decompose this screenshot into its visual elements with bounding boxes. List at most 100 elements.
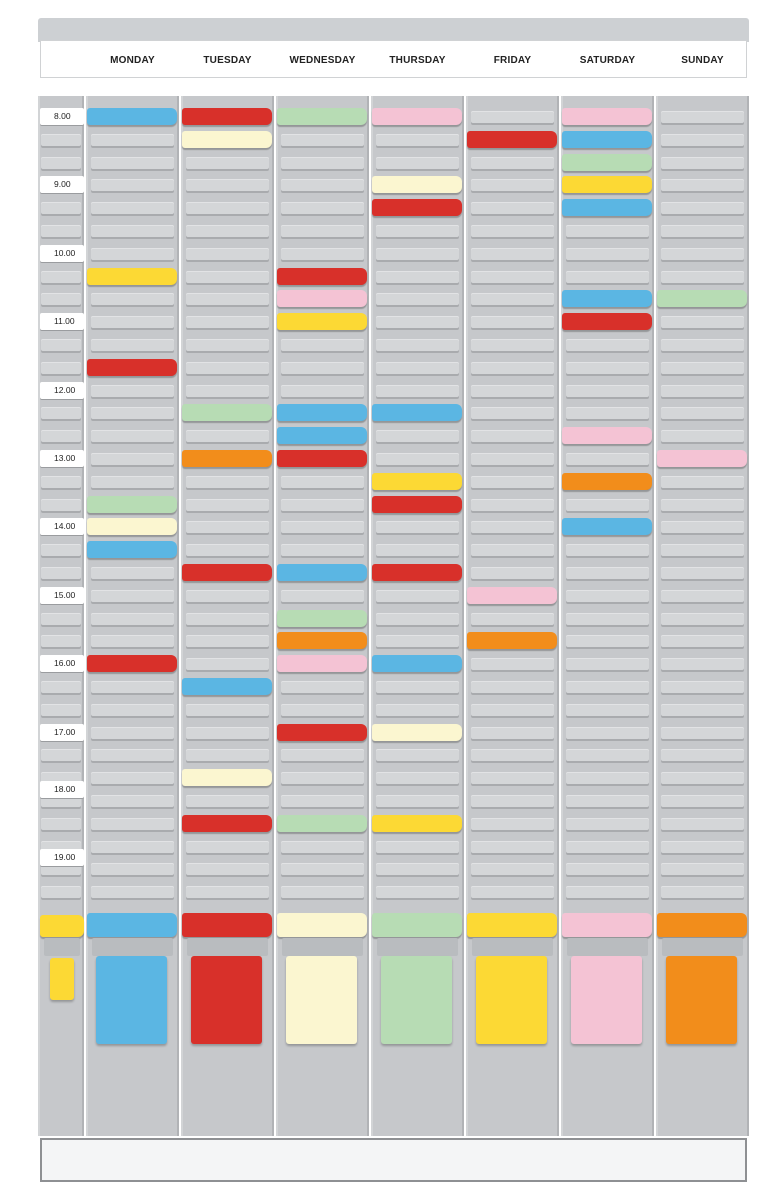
- day-label-saturday: SATURDAY: [579, 55, 636, 66]
- t-card-orange[interactable]: [562, 472, 652, 490]
- slot-row: [281, 225, 364, 237]
- slot-row: [376, 133, 459, 146]
- pocket-top-card-cream[interactable]: [277, 913, 367, 937]
- t-card-red[interactable]: [562, 313, 652, 331]
- t-card-green[interactable]: [87, 495, 177, 513]
- pocket-card-pink[interactable]: [571, 956, 642, 1044]
- t-card-pink[interactable]: [562, 108, 652, 125]
- side-pocket-top-card[interactable]: [40, 915, 84, 937]
- t-card-blue[interactable]: [87, 108, 177, 125]
- pocket-top-card-yellow[interactable]: [467, 913, 557, 937]
- pocket-top-card-blue[interactable]: [87, 913, 177, 937]
- t-card-cream[interactable]: [182, 130, 272, 148]
- t-card-blue[interactable]: [277, 564, 367, 581]
- pocket-cover: [472, 938, 553, 956]
- t-card-green[interactable]: [562, 153, 652, 171]
- slot-row: [471, 703, 554, 716]
- slot-row: [471, 202, 554, 215]
- t-card-pink[interactable]: [277, 655, 367, 673]
- t-card-blue[interactable]: [372, 404, 462, 422]
- slot-row: [661, 384, 744, 397]
- t-card-blue[interactable]: [277, 404, 367, 422]
- pocket-top-card-pink[interactable]: [562, 913, 652, 937]
- t-card-green[interactable]: [277, 108, 367, 125]
- slot-row: [376, 430, 459, 443]
- t-card-blue[interactable]: [182, 678, 272, 695]
- t-card-cream[interactable]: [372, 176, 462, 194]
- slot-row: [186, 384, 269, 397]
- t-card-green[interactable]: [657, 290, 747, 308]
- pocket-card-orange[interactable]: [666, 956, 737, 1044]
- t-card-yellow[interactable]: [277, 313, 367, 331]
- t-card-yellow[interactable]: [87, 267, 177, 285]
- t-card-pink[interactable]: [562, 427, 652, 445]
- t-card-red[interactable]: [87, 358, 177, 376]
- pocket-card-red[interactable]: [191, 956, 262, 1044]
- t-card-red[interactable]: [182, 108, 272, 125]
- t-card-pink[interactable]: [467, 586, 557, 604]
- t-card-red[interactable]: [277, 267, 367, 285]
- pocket-top-card-green[interactable]: [372, 913, 462, 937]
- t-card-green[interactable]: [182, 404, 272, 422]
- time-slot: [41, 635, 81, 648]
- pocket-cover: [662, 938, 743, 956]
- t-card-red[interactable]: [372, 199, 462, 217]
- t-card-blue[interactable]: [87, 541, 177, 559]
- slot-row: [91, 749, 174, 762]
- t-card-red[interactable]: [467, 130, 557, 148]
- t-card-red[interactable]: [372, 564, 462, 581]
- t-card-cream[interactable]: [182, 769, 272, 787]
- slot-row: [281, 521, 364, 534]
- pocket-card-cream[interactable]: [286, 956, 357, 1044]
- slot-row: [471, 339, 554, 351]
- slot-row: [91, 156, 174, 169]
- slot-row: [91, 726, 174, 739]
- side-pocket-card[interactable]: [50, 958, 74, 1000]
- slot-row: [91, 316, 174, 329]
- t-card-blue[interactable]: [562, 130, 652, 148]
- slot-row: [661, 179, 744, 192]
- pocket-card-blue[interactable]: [96, 956, 167, 1044]
- pocket-top-card-red[interactable]: [182, 913, 272, 937]
- pocket-card-green[interactable]: [381, 956, 452, 1044]
- pocket-top-card-orange[interactable]: [657, 913, 747, 937]
- time-label: 12.00: [40, 381, 84, 399]
- t-card-red[interactable]: [277, 450, 367, 467]
- t-card-orange[interactable]: [467, 632, 557, 650]
- slot-row: [661, 544, 744, 557]
- slot-row: [281, 156, 364, 169]
- slot-row: [91, 293, 174, 306]
- t-card-cream[interactable]: [87, 518, 177, 536]
- t-card-pink[interactable]: [277, 290, 367, 308]
- slot-row: [281, 202, 364, 215]
- slot-row: [661, 407, 744, 420]
- slot-row: [91, 407, 174, 420]
- t-card-red[interactable]: [87, 655, 177, 673]
- time-label: 10.00: [40, 244, 84, 262]
- t-card-orange[interactable]: [182, 450, 272, 467]
- t-card-red[interactable]: [372, 495, 462, 513]
- t-card-yellow[interactable]: [562, 176, 652, 194]
- t-card-blue[interactable]: [372, 655, 462, 673]
- t-card-blue[interactable]: [277, 427, 367, 445]
- slot-row: [566, 635, 649, 648]
- t-card-cream[interactable]: [372, 723, 462, 741]
- t-card-orange[interactable]: [277, 632, 367, 650]
- t-card-blue[interactable]: [562, 518, 652, 536]
- t-card-yellow[interactable]: [372, 814, 462, 832]
- slot-row: [376, 293, 459, 306]
- slot-row: [376, 156, 459, 169]
- t-card-blue[interactable]: [562, 290, 652, 308]
- slot-row: [661, 247, 744, 260]
- slot-row: [376, 795, 459, 807]
- t-card-green[interactable]: [277, 609, 367, 627]
- t-card-red[interactable]: [277, 723, 367, 741]
- t-card-green[interactable]: [277, 814, 367, 832]
- t-card-pink[interactable]: [372, 108, 462, 125]
- t-card-red[interactable]: [182, 814, 272, 832]
- t-card-red[interactable]: [182, 564, 272, 581]
- t-card-pink[interactable]: [657, 450, 747, 467]
- pocket-card-yellow[interactable]: [476, 956, 547, 1044]
- t-card-blue[interactable]: [562, 199, 652, 217]
- t-card-yellow[interactable]: [372, 472, 462, 490]
